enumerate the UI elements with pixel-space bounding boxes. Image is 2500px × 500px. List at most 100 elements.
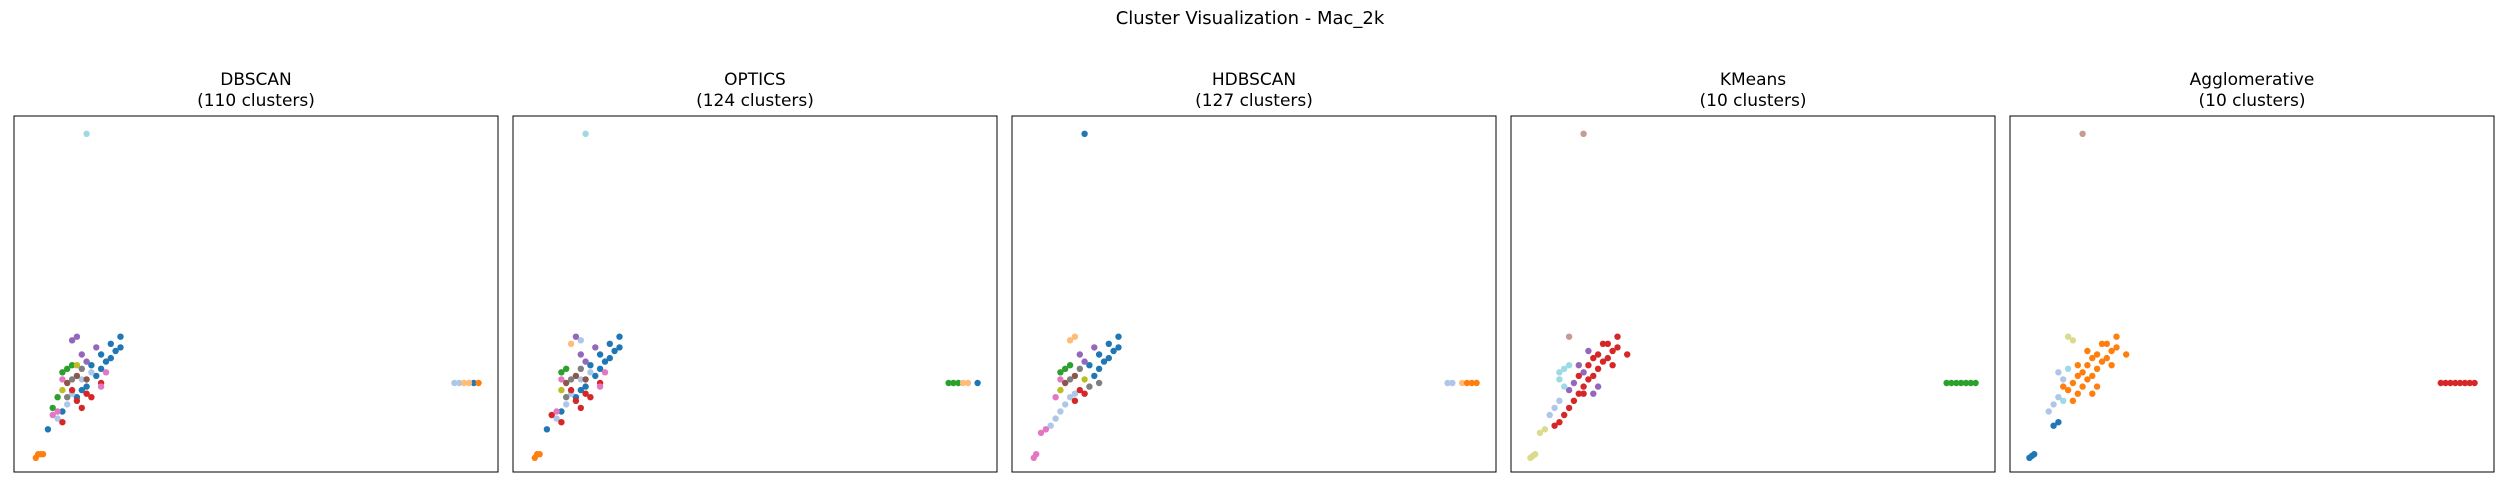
data-point (73, 372, 81, 380)
data-point (2074, 362, 2081, 369)
data-point (1609, 347, 1616, 355)
data-point (83, 130, 90, 137)
data-point (596, 365, 604, 372)
data-point (117, 344, 124, 351)
data-point (1614, 344, 1621, 351)
data-point (32, 454, 39, 461)
scatter-panel (2009, 115, 2495, 473)
data-point (63, 365, 71, 372)
panel-title-agglomerative: Agglomerative (10 clusters) (2010, 70, 2494, 112)
data-point (107, 354, 115, 362)
data-point (572, 397, 580, 404)
data-point (1062, 401, 1069, 408)
data-point (78, 386, 86, 394)
data-point (2452, 379, 2459, 387)
panel-title-kmeans: KMeans (10 clusters) (1511, 70, 1995, 112)
scatter-panel (1510, 115, 1996, 473)
data-point (1556, 397, 1563, 404)
data-point (1570, 397, 1578, 404)
data-point (2089, 390, 2096, 397)
data-point (1575, 390, 1583, 397)
data-point (577, 337, 584, 344)
data-point (102, 358, 110, 365)
data-point (2060, 383, 2067, 390)
data-point (2055, 419, 2062, 426)
data-point (1076, 386, 1084, 394)
data-point (1556, 369, 1563, 376)
data-point (553, 408, 560, 415)
data-point (2089, 354, 2096, 362)
data-point (1057, 386, 1064, 394)
data-point (2108, 347, 2115, 355)
data-point (2103, 354, 2110, 362)
data-point (616, 333, 623, 340)
data-point (955, 379, 962, 387)
data-point (73, 397, 81, 404)
data-point (112, 347, 119, 355)
data-point (536, 451, 543, 458)
data-point (616, 344, 623, 351)
data-point (1115, 344, 1122, 351)
data-point (102, 369, 110, 376)
data-point (1590, 372, 1597, 380)
data-point (2069, 379, 2077, 387)
data-point (1100, 358, 1108, 365)
panel-subtitle-text: (110 clusters) (197, 91, 315, 111)
data-point (1953, 379, 1960, 387)
data-point (1081, 358, 1088, 365)
data-point (456, 379, 463, 387)
data-point (606, 340, 613, 347)
data-point (577, 351, 584, 358)
data-point (1599, 340, 1607, 347)
plot-frame (1011, 115, 1497, 473)
data-point (59, 419, 66, 426)
data-point (587, 362, 594, 369)
data-point (2060, 376, 2067, 383)
data-point (49, 411, 56, 419)
panel-title-text: HDBSCAN (1211, 70, 1297, 90)
data-point (78, 376, 86, 383)
data-point (606, 354, 613, 362)
data-point (567, 340, 575, 347)
data-point (558, 386, 565, 394)
data-point (582, 358, 589, 365)
data-point (1580, 383, 1587, 390)
data-point (1551, 404, 1558, 412)
data-point (596, 383, 604, 390)
data-point (1115, 333, 1122, 340)
data-point (1565, 333, 1573, 340)
data-point (1468, 379, 1476, 387)
data-point (475, 379, 482, 387)
data-point (1594, 383, 1602, 390)
data-point (68, 362, 76, 369)
data-point (37, 451, 44, 458)
data-point (1967, 379, 1975, 387)
data-point (577, 376, 584, 383)
data-point (1057, 408, 1064, 415)
data-point (2026, 454, 2033, 461)
data-point (582, 383, 589, 390)
plot-frame (13, 115, 499, 473)
plot-frame (2009, 115, 2495, 473)
data-point (1599, 358, 1607, 365)
data-point (83, 390, 90, 397)
data-point (1095, 379, 1103, 387)
data-point (1449, 379, 1456, 387)
data-point (59, 386, 66, 394)
data-point (1086, 362, 1093, 369)
data-point (2098, 358, 2106, 365)
data-point (68, 337, 76, 344)
data-point (78, 351, 86, 358)
data-point (1066, 394, 1074, 401)
data-point (1580, 390, 1587, 397)
data-point (1609, 362, 1616, 369)
panel-title-text: OPTICS (724, 70, 786, 90)
plot-frame (1510, 115, 1996, 473)
data-point (964, 379, 972, 387)
data-point (1052, 415, 1059, 422)
data-point (553, 415, 560, 422)
data-point (1071, 333, 1079, 340)
data-point (1057, 369, 1064, 376)
data-point (611, 347, 618, 355)
